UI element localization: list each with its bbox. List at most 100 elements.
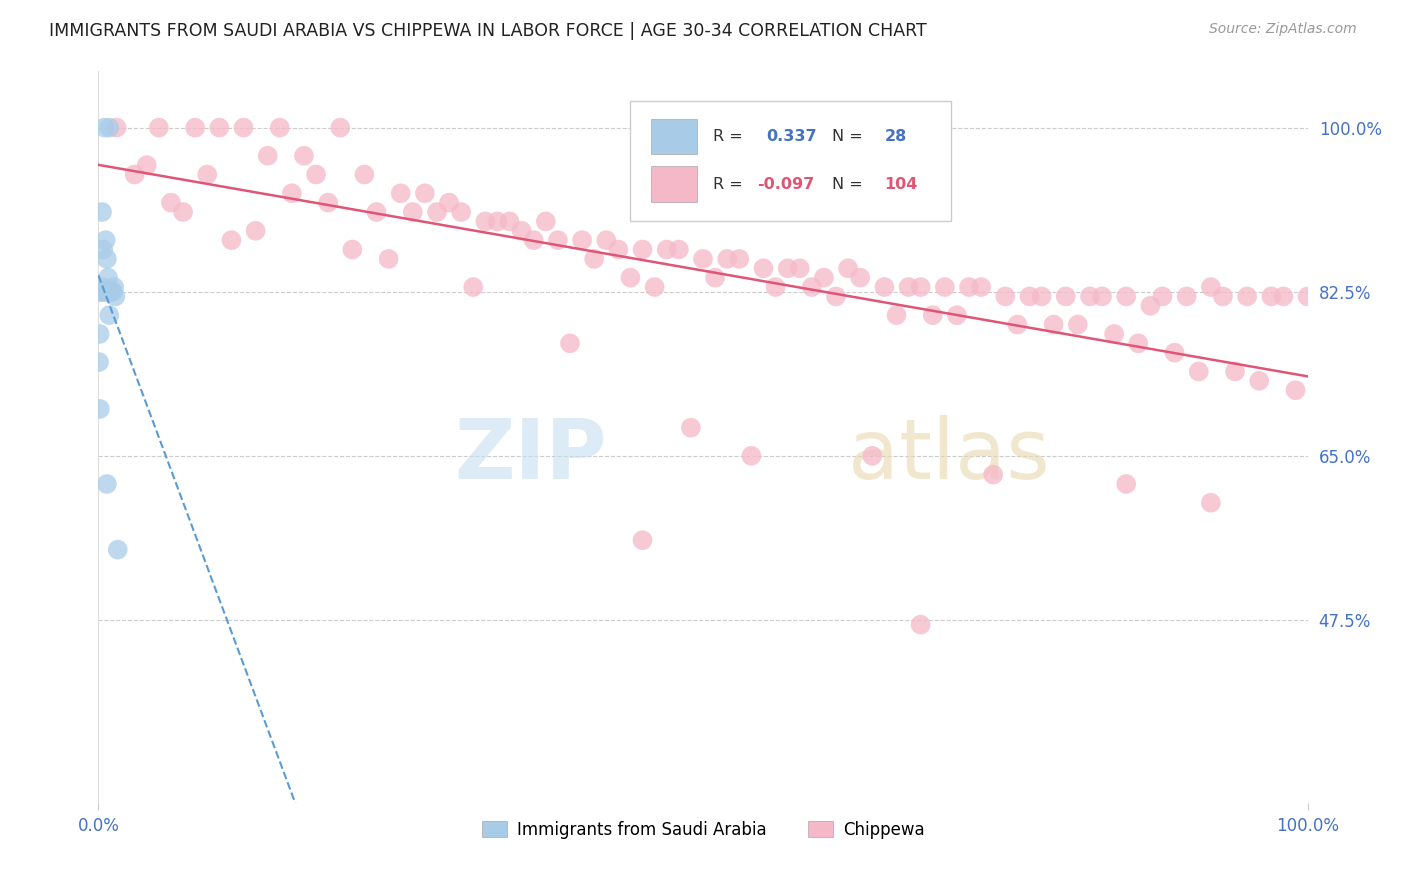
- Point: [389, 186, 412, 201]
- FancyBboxPatch shape: [630, 101, 950, 221]
- Point: [413, 186, 436, 201]
- Point: [281, 186, 304, 201]
- Point: [873, 280, 896, 294]
- Point: [98, 120, 121, 135]
- Text: IMMIGRANTS FROM SAUDI ARABIA VS CHIPPEWA IN LABOR FORCE | AGE 30-34 CORRELATION : IMMIGRANTS FROM SAUDI ARABIA VS CHIPPEWA…: [49, 22, 927, 40]
- Point: [921, 308, 943, 322]
- Point: [679, 420, 702, 434]
- Point: [96, 252, 118, 266]
- Point: [208, 120, 231, 135]
- Legend: Immigrants from Saudi Arabia, Chippewa: Immigrants from Saudi Arabia, Chippewa: [475, 814, 931, 846]
- Point: [97, 270, 120, 285]
- Point: [897, 280, 920, 294]
- Text: ZIP: ZIP: [454, 416, 606, 496]
- Point: [1115, 289, 1137, 303]
- Point: [93, 120, 115, 135]
- Point: [692, 252, 714, 266]
- Point: [87, 355, 110, 369]
- Point: [631, 533, 654, 548]
- Point: [377, 252, 399, 266]
- Point: [813, 270, 835, 285]
- Point: [474, 214, 496, 228]
- Point: [96, 285, 118, 299]
- Point: [523, 233, 546, 247]
- Point: [765, 280, 787, 294]
- Point: [498, 214, 520, 228]
- Point: [124, 168, 146, 182]
- Point: [91, 205, 114, 219]
- Point: [825, 289, 848, 303]
- Text: R =: R =: [713, 129, 742, 144]
- Point: [534, 214, 557, 228]
- Point: [1018, 289, 1040, 303]
- Text: R =: R =: [713, 177, 742, 192]
- Text: 0.337: 0.337: [766, 129, 817, 144]
- Point: [1091, 289, 1114, 303]
- Point: [245, 224, 267, 238]
- Point: [1102, 326, 1125, 341]
- Point: [316, 195, 339, 210]
- Point: [1260, 289, 1282, 303]
- Point: [1128, 336, 1150, 351]
- Point: [668, 243, 690, 257]
- Point: [619, 270, 641, 285]
- Point: [195, 168, 218, 182]
- Point: [1067, 318, 1090, 332]
- Point: [510, 224, 533, 238]
- Point: [172, 205, 194, 219]
- Point: [94, 285, 117, 299]
- Point: [353, 168, 375, 182]
- Point: [1188, 364, 1211, 378]
- Text: -0.097: -0.097: [758, 177, 814, 192]
- Text: Source: ZipAtlas.com: Source: ZipAtlas.com: [1209, 22, 1357, 37]
- Point: [135, 158, 157, 172]
- Point: [800, 280, 823, 294]
- Bar: [651, 119, 697, 154]
- Point: [1054, 289, 1077, 303]
- Point: [402, 205, 425, 219]
- Point: [256, 149, 278, 163]
- Point: [910, 280, 932, 294]
- Point: [1078, 289, 1101, 303]
- Point: [655, 243, 678, 257]
- Point: [463, 280, 485, 294]
- Point: [1031, 289, 1053, 303]
- Point: [583, 252, 606, 266]
- Point: [740, 449, 762, 463]
- Point: [970, 280, 993, 294]
- Point: [160, 195, 183, 210]
- Point: [98, 285, 121, 299]
- Point: [631, 243, 654, 257]
- Point: [1249, 374, 1271, 388]
- Point: [752, 261, 775, 276]
- Point: [100, 285, 122, 299]
- Point: [89, 401, 111, 416]
- Text: N =: N =: [832, 129, 863, 144]
- Bar: [651, 167, 697, 202]
- Text: N =: N =: [832, 177, 863, 192]
- Point: [571, 233, 593, 247]
- Point: [1175, 289, 1198, 303]
- Point: [89, 285, 111, 299]
- Point: [305, 168, 328, 182]
- Point: [595, 233, 617, 247]
- Point: [450, 205, 472, 219]
- Point: [91, 280, 114, 294]
- Point: [789, 261, 811, 276]
- Point: [101, 285, 124, 299]
- Point: [221, 233, 243, 247]
- Point: [94, 233, 117, 247]
- Point: [934, 280, 956, 294]
- Point: [1042, 318, 1064, 332]
- Point: [728, 252, 751, 266]
- Point: [981, 467, 1004, 482]
- Point: [946, 308, 969, 322]
- Point: [849, 270, 872, 285]
- Point: [232, 120, 254, 135]
- Point: [558, 336, 581, 351]
- Point: [426, 205, 449, 219]
- Point: [644, 280, 666, 294]
- Point: [910, 617, 932, 632]
- Point: [366, 205, 388, 219]
- Point: [486, 214, 509, 228]
